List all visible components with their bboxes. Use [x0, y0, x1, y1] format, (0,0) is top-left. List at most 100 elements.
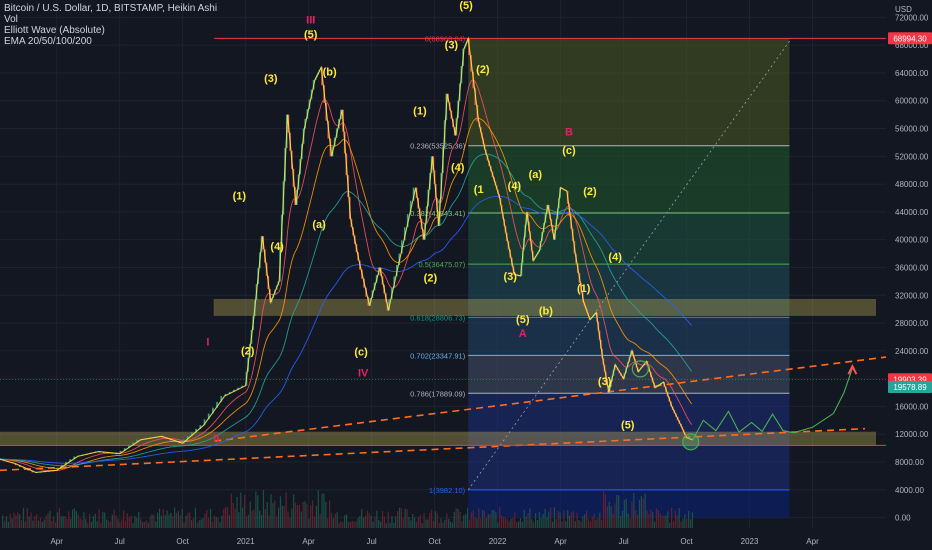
volume-bar: [344, 515, 346, 528]
support-zone: [213, 299, 876, 316]
volume-bar: [328, 500, 331, 528]
volume-bar: [55, 522, 57, 528]
volume-bar: [138, 511, 140, 528]
price-tick-label: 16000.00: [895, 402, 929, 411]
price-axis[interactable]: USD0.004000.008000.0012000.0016000.00200…: [886, 0, 932, 550]
volume-bar: [574, 521, 576, 528]
ema-line: [0, 117, 693, 469]
volume-bar: [296, 505, 299, 528]
volume-bar: [640, 495, 642, 528]
volume-bar: [304, 501, 306, 528]
volume-bar: [79, 518, 81, 528]
volume-bar: [448, 519, 450, 528]
symbol-title[interactable]: Bitcoin / U.S. Dollar, 1D, BITSTAMP, Hei…: [4, 3, 218, 14]
volume-bar: [629, 518, 631, 528]
volume-bar: [635, 510, 637, 528]
volume-bar: [2, 515, 4, 528]
volume-bar: [482, 509, 484, 528]
fib-level-label: 0.702(23347.91): [410, 351, 466, 360]
volume-bar: [72, 509, 74, 528]
time-tick-label: Apr: [554, 537, 567, 546]
volume-bar: [162, 509, 164, 528]
volume-bar: [47, 513, 49, 528]
wave-label: (2): [424, 272, 438, 284]
volume-bar: [66, 518, 68, 528]
volume-bar: [315, 506, 317, 528]
volume-bar: [387, 511, 389, 528]
volume-bar: [570, 512, 573, 528]
volume-bar: [510, 518, 512, 528]
price-tick-label: 48000.00: [895, 180, 929, 189]
price-series: [0, 36, 858, 474]
indicator-vol[interactable]: Vol: [4, 14, 18, 25]
wave-label: (a): [529, 169, 543, 181]
volume-bar: [412, 514, 414, 528]
candle: [132, 442, 134, 446]
price-tick-label: 28000.00: [895, 319, 929, 328]
volume-bar: [533, 522, 535, 528]
volume-bar: [659, 513, 661, 528]
volume-bar: [514, 512, 516, 528]
volume-bar: [34, 516, 36, 528]
volume-bar: [665, 515, 667, 528]
volume-bar: [619, 516, 622, 528]
volume-bar: [242, 507, 244, 528]
volume-bar: [164, 515, 166, 528]
volume-bar: [497, 522, 499, 528]
volume-bar: [595, 519, 597, 528]
price-tick-label: 40000.00: [895, 236, 929, 245]
volume-bar: [332, 518, 334, 528]
volume-bar: [440, 518, 442, 528]
price-tick-label: 4000.00: [895, 486, 924, 495]
price-tick-label: 68000.00: [895, 41, 929, 50]
time-axis[interactable]: Apr Jul Oct 2021 Apr Jul Oct 2022 Apr Jul Oct 2023 A…: [0, 528, 932, 550]
volume-bar: [149, 516, 151, 528]
volume-bar: [684, 514, 686, 528]
volume-bar: [517, 521, 520, 528]
volume-bar: [417, 517, 420, 528]
fib-band: [468, 489, 790, 518]
volume-bar: [610, 506, 612, 528]
wave-label: (1: [474, 184, 484, 196]
wave-label: (b): [323, 67, 337, 79]
volume-bar: [75, 511, 77, 528]
projection-path: [692, 368, 853, 441]
volume-bar: [77, 514, 79, 528]
volume-bar: [136, 517, 138, 528]
wave-label: A: [519, 328, 527, 340]
fib-level-label: 0.786(17889.09): [410, 389, 466, 398]
indicator-ema[interactable]: EMA 20/50/100/200: [4, 36, 92, 47]
volume-bar: [682, 518, 684, 528]
volume-bar: [504, 517, 506, 528]
volume-bar: [400, 508, 402, 528]
volume-bar: [561, 521, 563, 528]
volume-bar: [616, 494, 618, 528]
volume-bar: [334, 513, 336, 528]
volume-bar: [249, 501, 251, 528]
volume-bar: [39, 517, 42, 528]
volume-bar: [381, 511, 384, 528]
volume-bar: [96, 521, 98, 528]
time-tick-label: Oct: [680, 537, 693, 546]
volume-bar: [591, 516, 593, 528]
volume-bar: [444, 519, 446, 528]
price-tag: [888, 380, 932, 393]
wave-label: (4): [608, 252, 622, 264]
volume-bar: [126, 513, 129, 528]
volume-bar: [83, 512, 85, 528]
volume-bar: [680, 521, 682, 528]
lower-trendline: [0, 427, 866, 472]
volume-bar: [194, 507, 197, 528]
volume-bar: [346, 514, 348, 528]
volume-bar: [372, 521, 374, 528]
volume-bar: [338, 522, 340, 528]
volume-bar: [559, 512, 561, 528]
volume-bar: [483, 511, 486, 528]
volume-bar: [419, 514, 421, 528]
indicator-elliott-wave[interactable]: Elliott Wave (Absolute): [4, 25, 105, 36]
candle: [128, 445, 130, 449]
volume-bar: [92, 515, 94, 528]
volume-bar: [431, 509, 433, 528]
volume-bar: [70, 518, 72, 528]
